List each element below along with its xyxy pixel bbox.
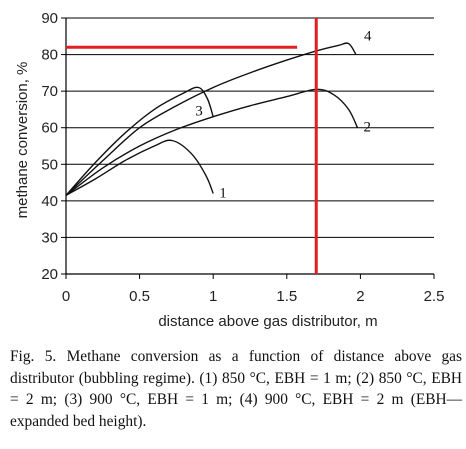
x-tick-label: 1 (209, 288, 217, 305)
grid-layer (66, 17, 434, 238)
y-tick-label: 50 (41, 156, 58, 173)
y-tick-label: 40 (41, 193, 58, 210)
axes-layer (65, 18, 434, 275)
y-tick-label: 70 (41, 83, 58, 100)
x-axis-label: distance above gas distributor, m (158, 313, 377, 330)
curve-labels-layer: 1 2 3 4 (195, 29, 372, 202)
y-tick-label: 90 (41, 10, 58, 27)
series-layer (65, 42, 359, 197)
series-3-line (65, 86, 214, 196)
series-1-label: 1 (219, 186, 227, 202)
x-tick-label: 0.5 (129, 288, 150, 305)
series-2-line (65, 88, 359, 196)
x-tick-label: 1.5 (276, 288, 297, 305)
series-2-label: 2 (363, 120, 371, 136)
series-4-line (65, 42, 357, 196)
y-tick-label: 30 (41, 229, 58, 246)
ticks-layer: 20 30 40 50 60 70 80 90 0 0.5 1 1.5 2 2.5 (41, 10, 444, 305)
x-tick-label: 0 (62, 288, 70, 305)
series-3-label: 3 (195, 104, 203, 120)
x-tick-label: 2 (356, 288, 364, 305)
y-tick-label: 20 (41, 266, 58, 283)
figure-caption: Fig. 5. Methane conversion as a function… (10, 348, 462, 430)
y-tick-label: 60 (41, 120, 58, 137)
methane-conversion-chart: 20 30 40 50 60 70 80 90 0 0.5 1 1.5 2 2.5 1 2 3 4 distan… (14, 10, 444, 330)
x-tick-label: 2.5 (424, 288, 445, 305)
y-axis-label: methane conversion, % (14, 62, 31, 219)
series-4-label: 4 (364, 29, 372, 45)
reference-lines-layer (66, 18, 318, 274)
y-tick-label: 80 (41, 47, 58, 64)
series-1-line (65, 139, 214, 197)
